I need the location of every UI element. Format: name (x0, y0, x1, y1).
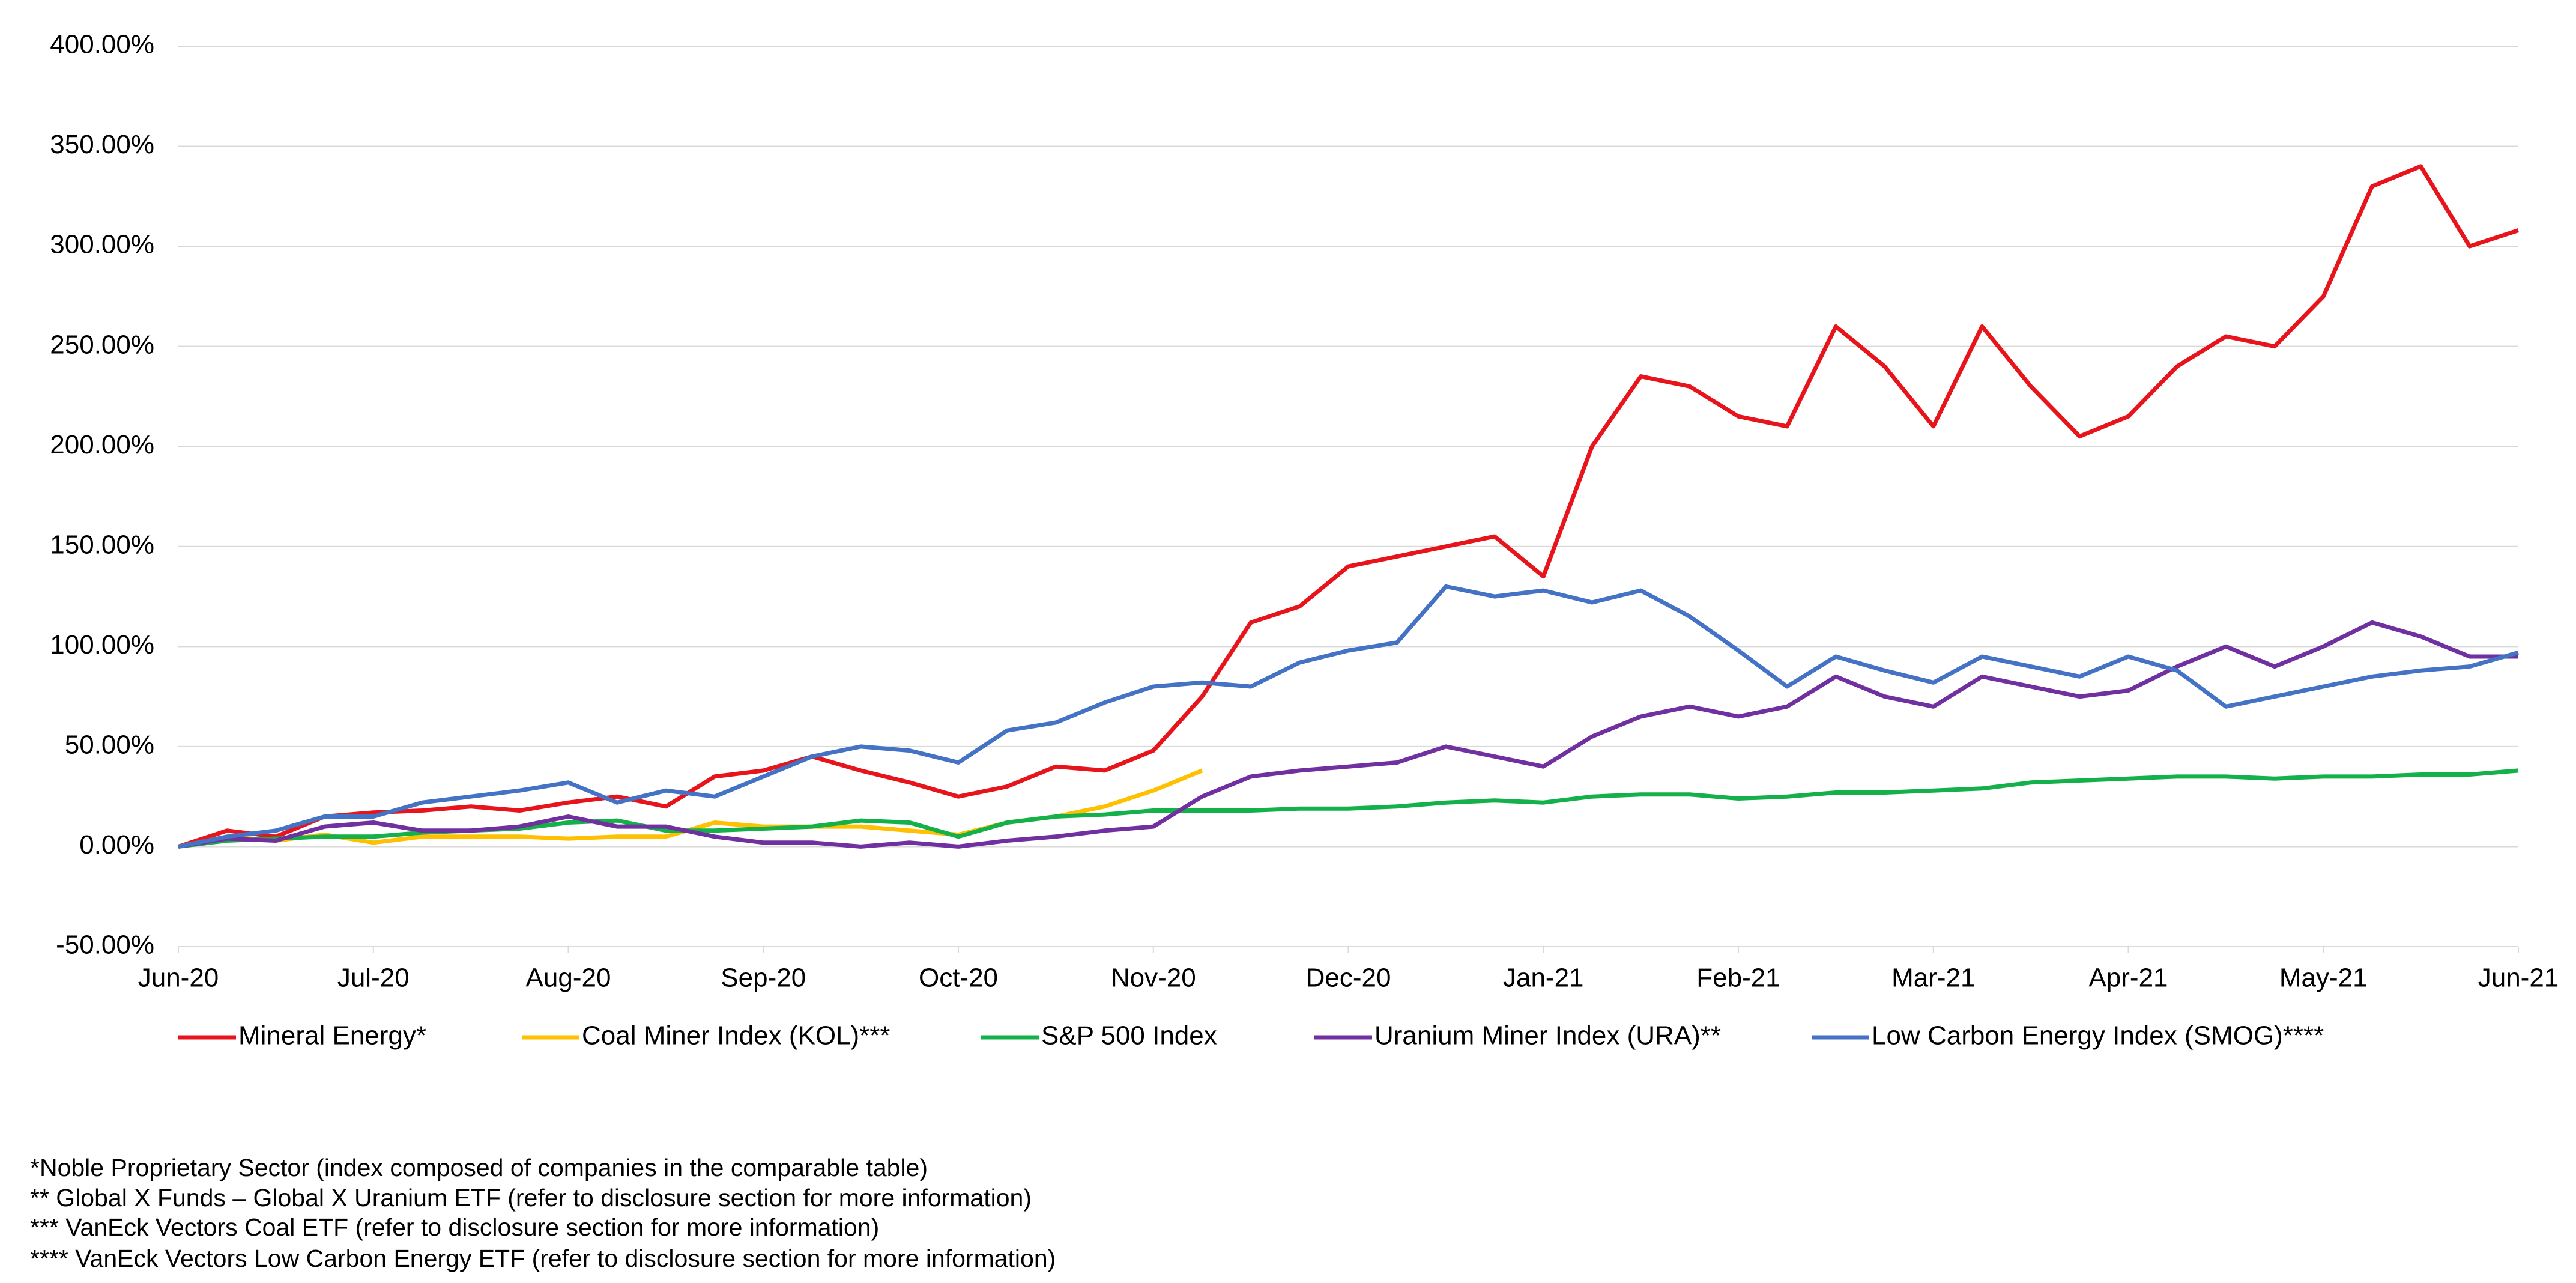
legend-label: Mineral Energy* (238, 1021, 426, 1051)
y-tick-label: 300.00% (50, 230, 154, 259)
x-tick-label: Sep-20 (721, 963, 806, 993)
legend-label: Coal Miner Index (KOL)*** (582, 1021, 890, 1051)
legend-label: Low Carbon Energy Index (SMOG)**** (1872, 1021, 2324, 1051)
x-tick-label: Apr-21 (2088, 963, 2168, 993)
series-line (178, 620, 2518, 849)
footnote: *Noble Proprietary Sector (index compose… (30, 1154, 928, 1181)
y-tick-label: 100.00% (50, 630, 154, 660)
legend-label: S&P 500 Index (1041, 1021, 1217, 1051)
y-tick-label: 250.00% (50, 330, 154, 359)
x-tick-label: Jul-20 (337, 963, 410, 993)
footnote: **** VanEck Vectors Low Carbon Energy ET… (30, 1245, 1056, 1272)
x-tick-label: Jun-20 (138, 963, 219, 993)
footnote: *** VanEck Vectors Coal ETF (refer to di… (30, 1213, 879, 1241)
footnote: ** Global X Funds – Global X Uranium ETF… (30, 1184, 1032, 1212)
x-tick-label: Mar-21 (1891, 963, 1975, 993)
x-tick-label: Dec-20 (1306, 963, 1391, 993)
x-tick-label: Feb-21 (1696, 963, 1780, 993)
y-tick-label: 150.00% (50, 530, 154, 559)
y-tick-label: 50.00% (65, 730, 154, 760)
series-line (178, 584, 2519, 849)
y-tick-label: 200.00% (50, 430, 154, 460)
y-tick-label: -50.00% (56, 930, 154, 960)
x-tick-label: May-21 (2279, 963, 2368, 993)
x-tick-label: Oct-20 (919, 963, 998, 993)
y-tick-label: 400.00% (50, 30, 154, 59)
x-tick-label: Jun-21 (2478, 963, 2559, 993)
x-tick-label: Aug-20 (526, 963, 611, 993)
legend-label: Uranium Miner Index (URA)** (1374, 1021, 1721, 1051)
series-line (177, 164, 2520, 849)
y-tick-label: 0.00% (79, 830, 154, 860)
x-tick-label: Nov-20 (1111, 963, 1196, 993)
x-tick-label: Jan-21 (1503, 963, 1584, 993)
y-tick-label: 350.00% (50, 130, 154, 159)
series-line (178, 768, 2519, 849)
